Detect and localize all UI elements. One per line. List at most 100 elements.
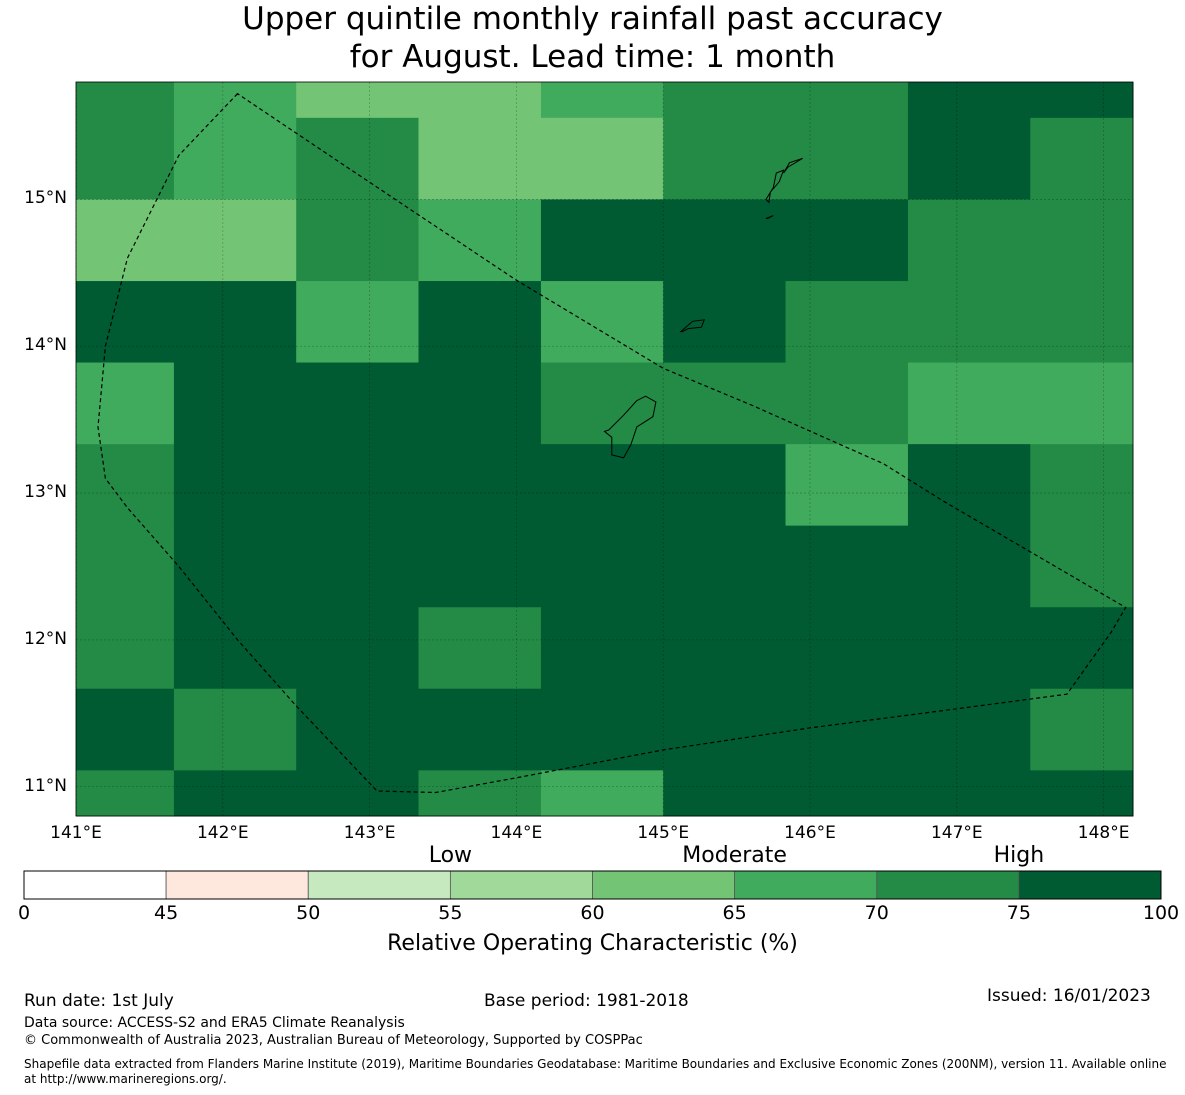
grid-cell bbox=[663, 525, 787, 608]
colorbar-tick-label: 60 bbox=[580, 902, 605, 924]
grid-cell bbox=[1030, 688, 1134, 771]
grid-cell bbox=[907, 688, 1031, 771]
colorbar-tick-label: 45 bbox=[154, 902, 179, 924]
longitude-label: 145°E bbox=[637, 823, 690, 843]
grid-cell bbox=[663, 117, 787, 200]
grid-cell bbox=[173, 770, 297, 817]
grid-cell bbox=[785, 82, 909, 119]
grid-cell bbox=[296, 199, 419, 282]
grid-cell bbox=[418, 525, 542, 608]
shapefile-credit: Shapefile data extracted from Flanders M… bbox=[24, 1057, 1167, 1086]
grid-cell bbox=[1030, 362, 1134, 445]
colorbar-segment bbox=[307, 870, 451, 900]
colorbar-segment bbox=[876, 870, 1020, 900]
grid-cell bbox=[540, 362, 664, 445]
grid-cell bbox=[663, 199, 787, 282]
grid-cell bbox=[418, 688, 542, 771]
grid-cell bbox=[76, 444, 175, 527]
grid-cell bbox=[296, 770, 419, 817]
map-frame bbox=[75, 81, 1134, 817]
copyright: © Commonwealth of Australia 2023, Austra… bbox=[24, 1033, 643, 1048]
grid-cell bbox=[76, 117, 175, 200]
grid-cell bbox=[907, 770, 1031, 817]
grid-cell bbox=[173, 525, 297, 608]
rainfall-accuracy-map bbox=[23, 81, 1162, 900]
colorbar-segment bbox=[165, 870, 309, 900]
grid-cell bbox=[418, 362, 542, 445]
grid-cell bbox=[540, 444, 664, 527]
grid-cell bbox=[663, 770, 787, 817]
grid-cell bbox=[785, 117, 909, 200]
longitude-label: 141°E bbox=[50, 823, 102, 843]
island-outline bbox=[765, 169, 785, 204]
grid-cell bbox=[907, 444, 1031, 527]
map-title: Upper quintile monthly rainfall past acc… bbox=[242, 1, 943, 75]
grid-cell bbox=[296, 688, 419, 771]
colorbar bbox=[23, 870, 1162, 900]
grid-cell bbox=[76, 362, 175, 445]
colorbar-segment bbox=[1018, 870, 1162, 900]
grid-cell bbox=[1030, 525, 1134, 608]
colorbar-tick-label: 100 bbox=[1142, 902, 1180, 924]
grid-cell bbox=[296, 444, 419, 527]
grid-cell bbox=[173, 281, 297, 364]
graticule bbox=[75, 82, 1133, 816]
colorbar-segment bbox=[23, 870, 167, 900]
longitude-label: 143°E bbox=[343, 823, 396, 843]
grid-cell bbox=[663, 607, 787, 690]
longitude-label: 147°E bbox=[930, 823, 983, 843]
colorbar-frame bbox=[23, 870, 1162, 900]
grid-cell bbox=[540, 281, 664, 364]
latitude-label: 13°N bbox=[24, 482, 67, 503]
latitude-label: 12°N bbox=[24, 628, 67, 649]
colorbar-category-label: High bbox=[993, 843, 1045, 868]
grid-cell bbox=[76, 281, 175, 364]
latitude-label: 14°N bbox=[24, 335, 67, 356]
grid-cell bbox=[76, 525, 175, 608]
grid-cell bbox=[76, 82, 175, 119]
grid-cell bbox=[76, 688, 175, 771]
colorbar-tick-label: 0 bbox=[17, 902, 31, 924]
grid-cell bbox=[907, 362, 1031, 445]
latitude-label: 15°N bbox=[24, 188, 67, 209]
grid-cell bbox=[785, 688, 909, 771]
grid-cell bbox=[785, 281, 909, 364]
colorbar-title: Relative Operating Characteristic (%) bbox=[387, 931, 798, 956]
grid-cell bbox=[173, 199, 297, 282]
grid-cell bbox=[663, 444, 787, 527]
grid-cell bbox=[540, 688, 664, 771]
grid-cell bbox=[785, 199, 909, 282]
grid-cell bbox=[296, 82, 419, 119]
longitude-label: 148°E bbox=[1077, 823, 1130, 843]
grid-cell bbox=[785, 362, 909, 445]
grid-cell bbox=[663, 362, 787, 445]
grid-cell bbox=[418, 607, 542, 690]
grid-cell bbox=[785, 525, 909, 608]
grid-cell bbox=[1030, 281, 1134, 364]
grid-cell bbox=[1030, 117, 1134, 200]
grid-cell bbox=[76, 770, 175, 817]
colorbar-tick-label: 70 bbox=[864, 902, 889, 924]
grid-cell bbox=[418, 117, 542, 200]
issued-date: Issued: 16/01/2023 bbox=[987, 986, 1151, 1006]
grid-cell bbox=[418, 770, 542, 817]
grid-cell bbox=[76, 607, 175, 690]
grid-cell bbox=[296, 607, 419, 690]
island-outline bbox=[783, 157, 803, 174]
grid-cell bbox=[173, 607, 297, 690]
grid-cell bbox=[173, 117, 297, 200]
colorbar-tick-label: 55 bbox=[438, 902, 463, 924]
grid-cell bbox=[173, 82, 297, 119]
grid-cell bbox=[663, 281, 787, 364]
colorbar-tick-label: 75 bbox=[1006, 902, 1031, 924]
grid-cell bbox=[1030, 199, 1134, 282]
grid-cell bbox=[173, 444, 297, 527]
grid-cell bbox=[785, 770, 909, 817]
grid-cell bbox=[540, 82, 664, 119]
run-date: Run date: 1st July bbox=[24, 991, 174, 1011]
grid-cell bbox=[1030, 82, 1134, 119]
longitude-label: 146°E bbox=[784, 823, 836, 843]
longitude-label: 144°E bbox=[490, 823, 543, 843]
grid-cell bbox=[540, 770, 664, 817]
grid-cell bbox=[296, 117, 419, 200]
